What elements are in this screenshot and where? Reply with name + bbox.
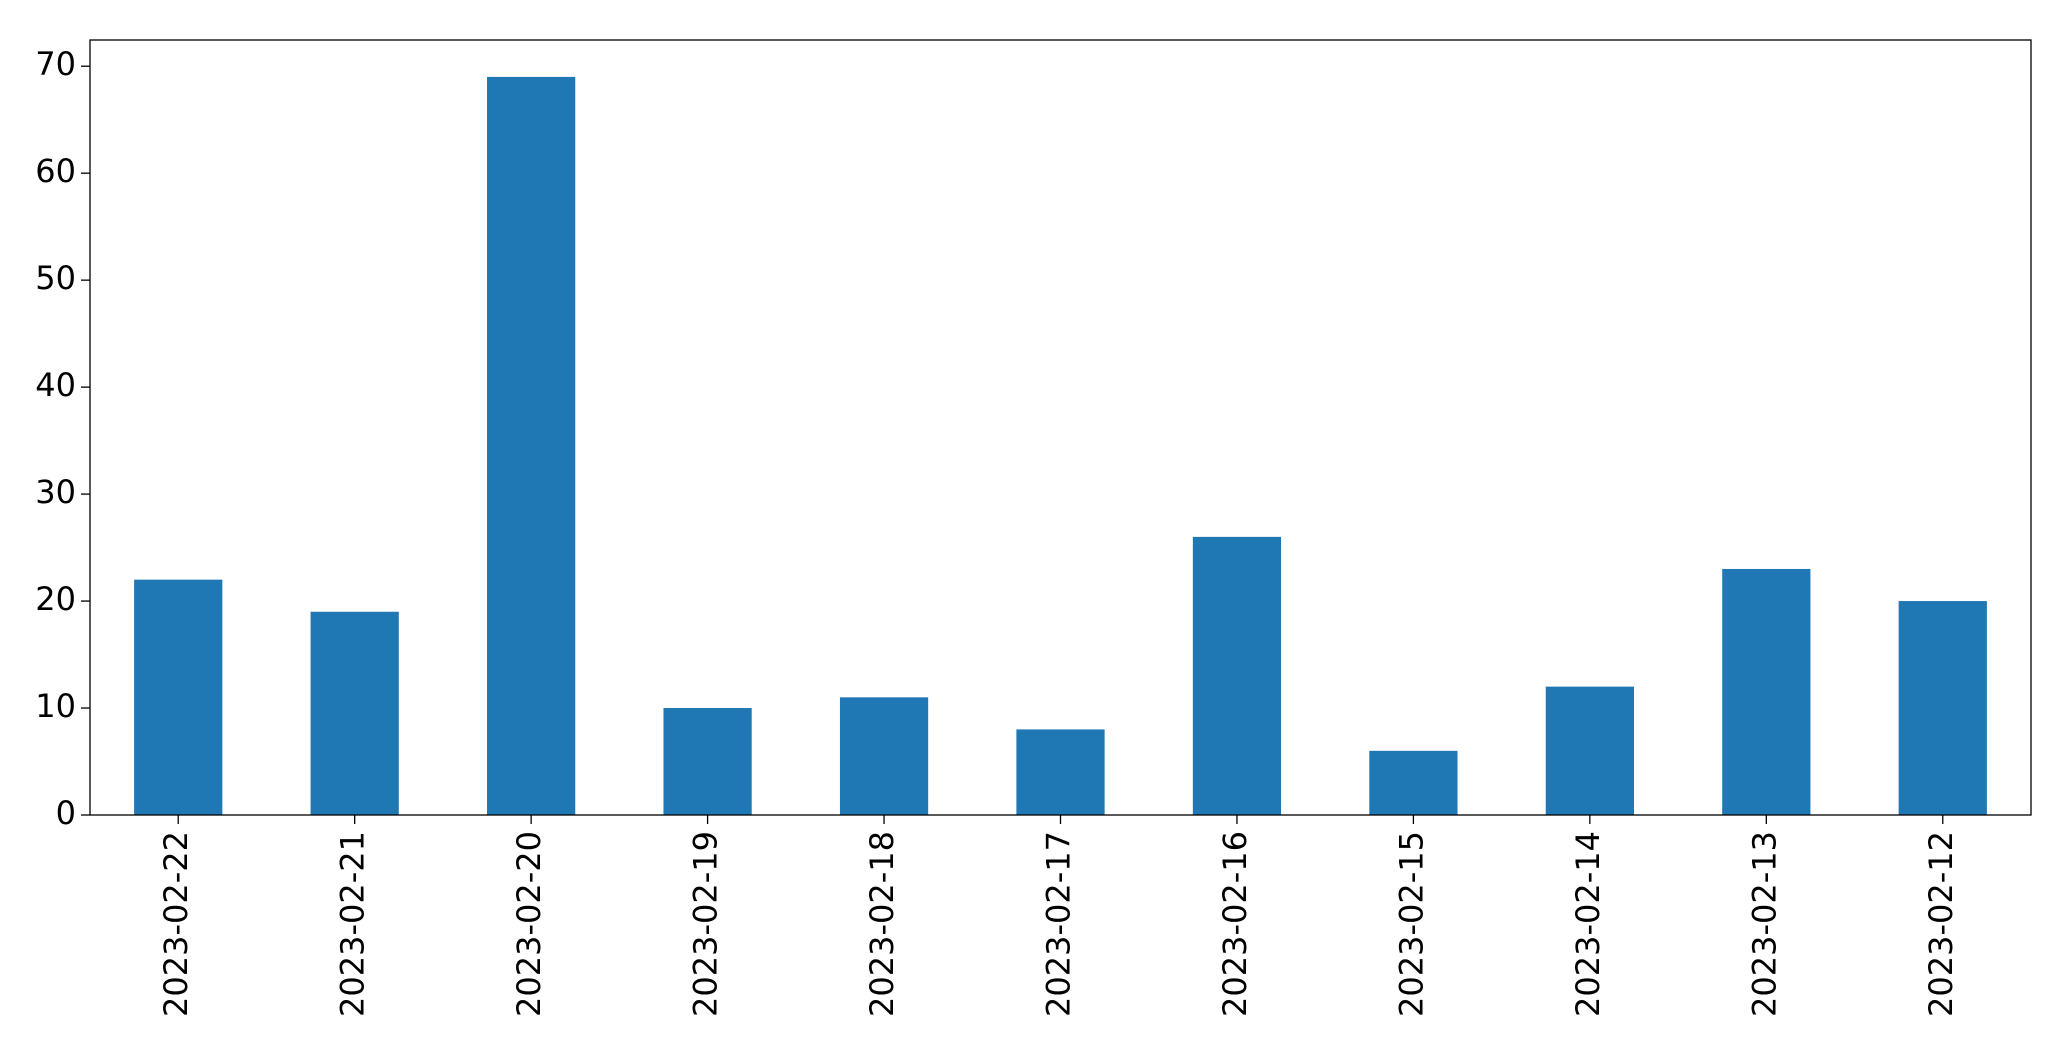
y-tick-label: 40: [35, 366, 76, 404]
x-tick-label: 2023-02-14: [1569, 831, 1607, 1017]
bar: [1192, 536, 1282, 815]
y-tick-label: 10: [35, 687, 76, 725]
x-tick-label: 2023-02-13: [1745, 831, 1783, 1017]
x-tick-label: 2023-02-17: [1040, 831, 1078, 1017]
bar: [839, 697, 929, 815]
bar: [1369, 750, 1458, 815]
x-tick-label: 2023-02-21: [334, 831, 372, 1017]
y-tick-label: 60: [35, 152, 76, 190]
x-tick-label: 2023-02-12: [1922, 831, 1960, 1017]
plot-frame: [89, 39, 2032, 816]
bar: [310, 611, 399, 815]
x-tick-label: 2023-02-18: [863, 831, 901, 1017]
bar: [487, 76, 576, 815]
bar: [663, 708, 752, 815]
bar: [1545, 686, 1634, 815]
bar: [1016, 729, 1105, 815]
y-tick-label: 0: [56, 794, 76, 832]
x-tick-label: 2023-02-15: [1392, 831, 1430, 1017]
y-tick-label: 70: [35, 45, 76, 83]
x-tick-label: 2023-02-22: [157, 831, 195, 1017]
y-tick-label: 30: [35, 473, 76, 511]
x-tick-label: 2023-02-19: [687, 831, 725, 1017]
bar: [1898, 601, 1987, 815]
y-tick-label: 50: [35, 259, 76, 297]
y-tick-label: 20: [35, 580, 76, 618]
x-tick-label: 2023-02-16: [1216, 831, 1254, 1017]
bar: [134, 579, 223, 815]
bar: [1722, 568, 1811, 815]
x-tick-label: 2023-02-20: [510, 831, 548, 1017]
